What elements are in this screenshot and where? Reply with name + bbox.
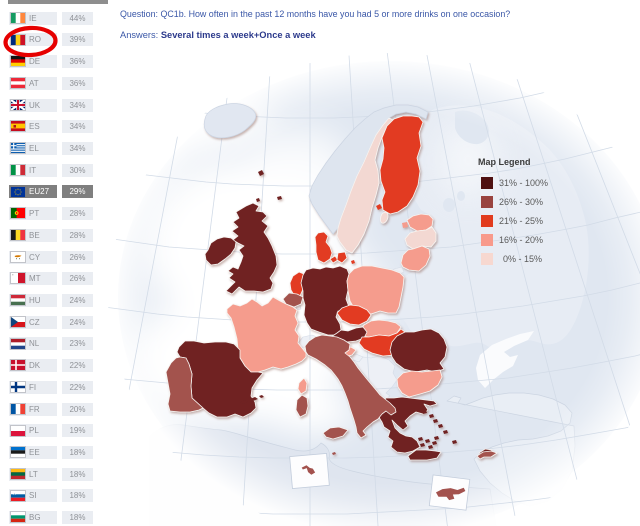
svg-text:26% - 30%: 26% - 30% bbox=[499, 197, 543, 207]
svg-text:21% - 25%: 21% - 25% bbox=[499, 216, 543, 226]
svg-text:0% - 15%: 0% - 15% bbox=[503, 254, 542, 264]
svg-text:Map Legend: Map Legend bbox=[478, 157, 531, 167]
svg-text:31% - 100%: 31% - 100% bbox=[499, 178, 548, 188]
svg-text:16% - 20%: 16% - 20% bbox=[499, 235, 543, 245]
